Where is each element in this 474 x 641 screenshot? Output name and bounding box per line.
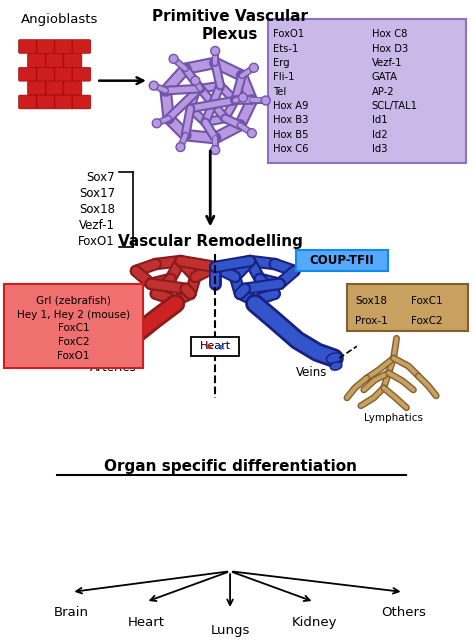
Circle shape: [211, 146, 219, 154]
Text: Hox C8: Hox C8: [372, 29, 407, 39]
FancyBboxPatch shape: [72, 95, 91, 109]
Text: Angioblasts: Angioblasts: [21, 13, 98, 26]
Text: Tel: Tel: [273, 87, 286, 97]
Text: COUP-TFII: COUP-TFII: [310, 254, 374, 267]
Text: Vezf-1: Vezf-1: [79, 219, 115, 232]
Text: Sox17: Sox17: [79, 187, 115, 200]
FancyBboxPatch shape: [63, 53, 82, 67]
Text: FoxC1: FoxC1: [411, 296, 443, 306]
Text: GATA: GATA: [372, 72, 398, 82]
Text: FoxO1: FoxO1: [78, 235, 115, 247]
Text: Heart: Heart: [200, 341, 231, 351]
Circle shape: [176, 142, 185, 151]
Text: Erg: Erg: [273, 58, 289, 68]
Text: Lungs: Lungs: [210, 624, 250, 637]
Text: Hox B5: Hox B5: [273, 129, 308, 140]
Text: Arteries: Arteries: [90, 361, 137, 374]
Text: FoxC2: FoxC2: [411, 315, 443, 326]
Circle shape: [169, 54, 178, 63]
Text: Grl (zebrafish): Grl (zebrafish): [36, 296, 111, 306]
Ellipse shape: [75, 347, 92, 359]
Text: Brain: Brain: [54, 606, 89, 619]
Text: Hey 1, Hey 2 (mouse): Hey 1, Hey 2 (mouse): [17, 310, 130, 320]
Text: Veins: Veins: [296, 366, 327, 379]
FancyBboxPatch shape: [296, 250, 388, 271]
FancyBboxPatch shape: [36, 95, 55, 109]
Text: AP-2: AP-2: [372, 87, 394, 97]
Text: Others: Others: [381, 606, 426, 619]
FancyBboxPatch shape: [36, 67, 55, 81]
FancyBboxPatch shape: [27, 81, 46, 95]
Text: Hox B3: Hox B3: [273, 115, 308, 126]
Ellipse shape: [81, 356, 94, 365]
Text: Id1: Id1: [372, 115, 387, 126]
Text: Primitive Vascular
Plexus: Primitive Vascular Plexus: [152, 10, 308, 42]
FancyBboxPatch shape: [63, 81, 82, 95]
Circle shape: [249, 63, 258, 72]
Text: Fli-1: Fli-1: [273, 72, 294, 82]
Text: Kidney: Kidney: [292, 616, 337, 629]
FancyBboxPatch shape: [191, 337, 239, 356]
Ellipse shape: [330, 362, 342, 370]
FancyBboxPatch shape: [45, 53, 64, 67]
FancyBboxPatch shape: [268, 19, 466, 163]
Text: FoxO1: FoxO1: [273, 29, 304, 39]
FancyBboxPatch shape: [36, 40, 55, 53]
Text: Id2: Id2: [372, 129, 387, 140]
Text: FoxC2: FoxC2: [58, 337, 89, 347]
Text: Id3: Id3: [372, 144, 387, 154]
Circle shape: [261, 96, 270, 105]
Ellipse shape: [327, 353, 342, 363]
FancyBboxPatch shape: [45, 81, 64, 95]
FancyBboxPatch shape: [54, 67, 73, 81]
Text: FoxO1: FoxO1: [57, 351, 90, 362]
Text: Sox7: Sox7: [86, 171, 115, 184]
Text: FoxC1: FoxC1: [58, 324, 89, 333]
FancyBboxPatch shape: [18, 95, 37, 109]
Circle shape: [211, 47, 219, 55]
Text: Hox A9: Hox A9: [273, 101, 308, 111]
Text: Vezf-1: Vezf-1: [372, 58, 402, 68]
Circle shape: [238, 93, 247, 102]
FancyBboxPatch shape: [54, 95, 73, 109]
Circle shape: [149, 81, 158, 90]
Text: Vascular Remodelling: Vascular Remodelling: [118, 234, 303, 249]
Text: Lymphatics: Lymphatics: [364, 413, 423, 422]
FancyBboxPatch shape: [4, 284, 143, 368]
Text: Hox C6: Hox C6: [273, 144, 308, 154]
Circle shape: [152, 119, 161, 128]
Circle shape: [191, 76, 200, 85]
Text: Organ specific differentiation: Organ specific differentiation: [103, 459, 356, 474]
Text: Sox18: Sox18: [355, 296, 387, 306]
Text: SCL/TAL1: SCL/TAL1: [372, 101, 418, 111]
Circle shape: [247, 129, 256, 138]
FancyBboxPatch shape: [54, 40, 73, 53]
FancyBboxPatch shape: [27, 53, 46, 67]
Text: Heart: Heart: [128, 616, 164, 629]
Text: Prox-1: Prox-1: [355, 315, 388, 326]
FancyBboxPatch shape: [72, 40, 91, 53]
Text: Sox18: Sox18: [79, 203, 115, 216]
Text: Ets-1: Ets-1: [273, 44, 298, 53]
FancyBboxPatch shape: [18, 40, 37, 53]
FancyBboxPatch shape: [18, 67, 37, 81]
FancyBboxPatch shape: [347, 284, 468, 331]
FancyBboxPatch shape: [72, 67, 91, 81]
Text: Hox D3: Hox D3: [372, 44, 408, 53]
